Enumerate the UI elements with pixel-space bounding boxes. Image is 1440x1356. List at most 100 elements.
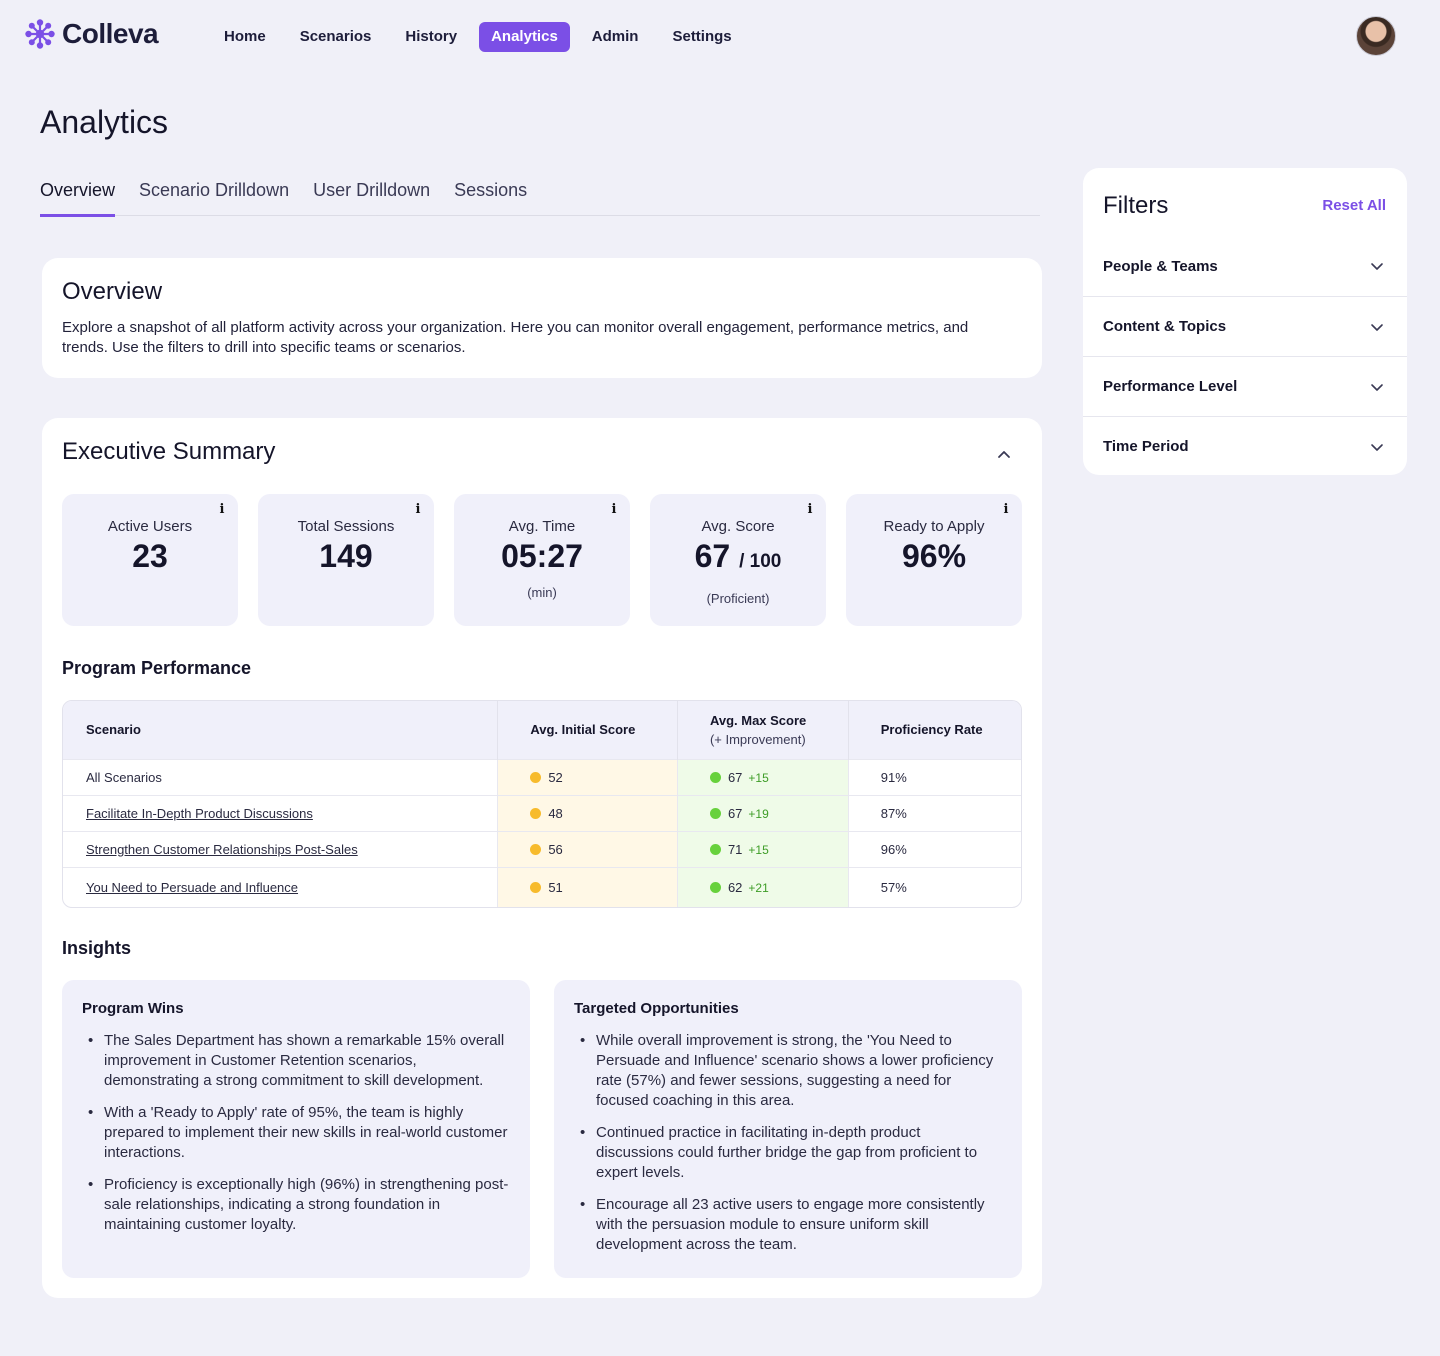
yellow-dot-icon: [530, 843, 542, 855]
nav-analytics[interactable]: Analytics: [479, 22, 570, 52]
reset-all-button[interactable]: Reset All: [1322, 197, 1386, 214]
table-row: Strengthen Customer Relationships Post-S…: [63, 830, 1021, 867]
metric-active-users: i Active Users 23: [62, 494, 238, 626]
initial-score: 51: [548, 879, 563, 895]
executive-summary-title: Executive Summary: [62, 438, 276, 465]
yellow-dot-icon: [530, 807, 542, 819]
targeted-opportunities-panel: Targeted Opportunities While overall imp…: [554, 980, 1022, 1278]
targeted-opportunities-list: While overall improvement is strong, the…: [574, 1031, 1002, 1255]
filter-people-teams[interactable]: People & Teams: [1083, 236, 1407, 296]
nav-scenarios[interactable]: Scenarios: [299, 28, 372, 45]
proficiency-cell: 87%: [847, 794, 1021, 831]
info-icon[interactable]: i: [1003, 502, 1009, 517]
column-header-proficiency-rate: Proficiency Rate: [847, 701, 1021, 759]
improvement: +19: [748, 806, 769, 821]
list-item: While overall improvement is strong, the…: [574, 1031, 1002, 1111]
top-bar: Colleva Home Scenarios History Analytics…: [0, 0, 1440, 74]
metric-value: 05:27: [501, 538, 583, 574]
green-dot-icon: [709, 807, 721, 819]
metric-value: 96%: [901, 538, 967, 574]
info-icon[interactable]: i: [219, 502, 225, 517]
tab-overview[interactable]: Overview: [40, 178, 116, 217]
green-dot-icon: [709, 881, 721, 893]
proficiency-cell: 91%: [847, 758, 1021, 795]
green-dot-icon: [709, 843, 721, 855]
tab-sessions[interactable]: Sessions: [454, 180, 528, 200]
initial-score-cell: 48: [497, 794, 678, 831]
logo-text: Colleva: [62, 18, 159, 49]
overview-card: Overview Explore a snapshot of all platf…: [42, 258, 1042, 378]
overview-description: Explore a snapshot of all platform activ…: [62, 319, 969, 356]
initial-score-cell: 51: [497, 866, 678, 907]
filter-performance-level[interactable]: Performance Level: [1083, 356, 1407, 416]
targeted-opportunities-title: Targeted Opportunities: [574, 1000, 739, 1017]
chevron-down-icon: [1371, 263, 1383, 270]
column-header-max-sub: (+ Improvement): [709, 731, 806, 747]
column-header-initial-score: Avg. Initial Score: [497, 701, 678, 759]
info-icon[interactable]: i: [611, 502, 617, 517]
max-score-cell: 67 +19: [676, 794, 849, 831]
chevron-up-icon[interactable]: [992, 442, 1016, 466]
table-row: Facilitate In-Depth Product Discussions …: [63, 794, 1021, 831]
program-wins-list: The Sales Department has shown a remarka…: [82, 1031, 510, 1235]
scenario-link[interactable]: You Need to Persuade and Influence: [86, 879, 299, 895]
nav-home[interactable]: Home: [224, 28, 266, 45]
nav-history[interactable]: History: [405, 28, 458, 45]
improvement: +15: [748, 770, 769, 785]
page-title: Analytics: [40, 104, 169, 140]
column-header-scenario: Scenario: [63, 701, 498, 759]
logo[interactable]: Colleva: [24, 18, 159, 50]
chevron-down-icon: [1371, 323, 1383, 331]
green-dot-icon: [709, 771, 721, 783]
improvement: +15: [748, 842, 769, 857]
table-header-row: Scenario Avg. Initial Score Avg. Max Sco…: [63, 701, 1021, 759]
nav-admin[interactable]: Admin: [591, 28, 639, 45]
colleva-logo-icon: [25, 19, 55, 49]
nav-settings[interactable]: Settings: [672, 28, 732, 45]
initial-score: 48: [548, 805, 563, 821]
initial-score-cell: 52: [497, 758, 678, 795]
max-score-cell: 62 +21: [676, 866, 849, 907]
max-score: 67: [727, 805, 743, 821]
yellow-dot-icon: [530, 771, 542, 783]
filters-panel: Filters Reset All People & Teams Content…: [1083, 168, 1407, 475]
max-score: 71: [727, 841, 743, 857]
list-item: Encourage all 23 active users to engage …: [574, 1195, 1002, 1255]
info-icon[interactable]: i: [807, 502, 813, 517]
tab-user-drilldown[interactable]: User Drilldown: [313, 180, 431, 200]
scenario-link[interactable]: Facilitate In-Depth Product Discussions: [86, 805, 313, 821]
tab-scenario-drilldown[interactable]: Scenario Drilldown: [139, 180, 290, 200]
initial-score: 56: [548, 841, 563, 857]
filter-time-period[interactable]: Time Period: [1083, 416, 1407, 476]
filter-label: Time Period: [1103, 438, 1189, 455]
chevron-down-icon: [1371, 383, 1383, 391]
scenario-cell: You Need to Persuade and Influence: [63, 866, 498, 907]
metric-value: 23: [132, 538, 168, 574]
metric-suffix: / 100: [739, 551, 782, 572]
scenario-cell: All Scenarios: [63, 758, 498, 795]
metric-unit: (min): [527, 585, 557, 600]
list-item: With a 'Ready to Apply' rate of 95%, the…: [82, 1103, 510, 1163]
filter-label: Performance Level: [1103, 378, 1238, 395]
max-score-cell: 71 +15: [676, 830, 849, 867]
metric-level: (Proficient): [706, 591, 770, 606]
chevron-down-icon: [1371, 443, 1383, 451]
list-item: Proficiency is exceptionally high (96%) …: [82, 1175, 510, 1235]
filters-title: Filters: [1103, 192, 1169, 219]
metric-avg-score: i Avg. Score 67 / 100 (Proficient): [650, 494, 826, 626]
scenario-cell: Strengthen Customer Relationships Post-S…: [63, 830, 498, 867]
filter-content-topics[interactable]: Content & Topics: [1083, 296, 1407, 356]
metric-cards: i Active Users 23 i Total Sessions 149 i…: [62, 494, 1022, 626]
column-header-max-label: Avg. Max Score: [709, 712, 807, 728]
improvement: +21: [748, 880, 769, 895]
table-row: All Scenarios 52 67 +15 91%: [63, 758, 1021, 795]
user-avatar[interactable]: [1356, 16, 1396, 56]
info-icon[interactable]: i: [415, 502, 421, 517]
metric-label: Active Users: [107, 518, 193, 535]
scenario-link[interactable]: Strengthen Customer Relationships Post-S…: [86, 841, 358, 857]
table-row: You Need to Persuade and Influence 51 62…: [63, 866, 1021, 907]
list-item: Continued practice in facilitating in-de…: [574, 1123, 1002, 1183]
scenario-cell: Facilitate In-Depth Product Discussions: [63, 794, 498, 831]
initial-score: 52: [548, 769, 563, 785]
metric-value-wrap: 67 / 100: [650, 537, 826, 581]
